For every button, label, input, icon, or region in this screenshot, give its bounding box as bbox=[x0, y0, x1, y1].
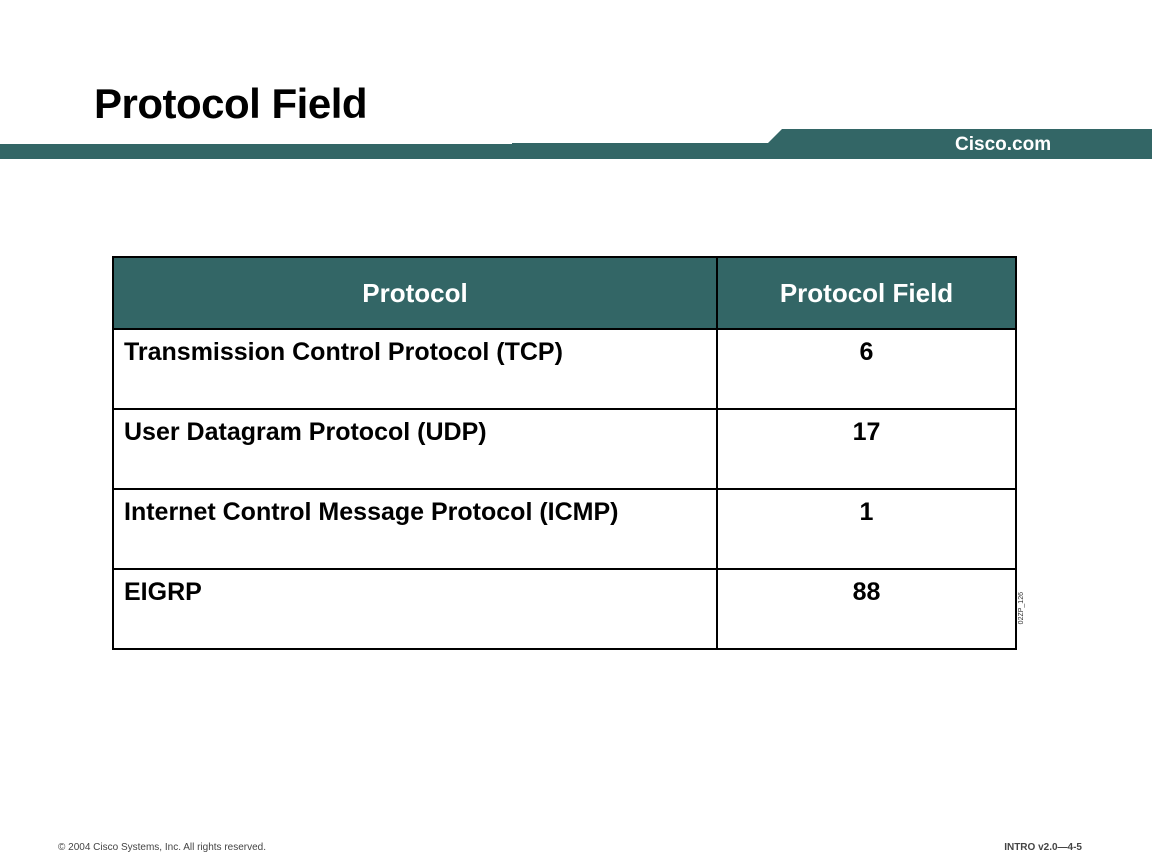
protocol-cell: Internet Control Message Protocol (ICMP) bbox=[112, 488, 718, 570]
table-row: EIGRP 88 bbox=[112, 568, 1017, 650]
protocol-cell: User Datagram Protocol (UDP) bbox=[112, 408, 718, 490]
table-row: User Datagram Protocol (UDP) 17 bbox=[112, 408, 1017, 490]
header-protocol: Protocol bbox=[112, 256, 718, 330]
header-bar bbox=[0, 129, 1152, 159]
copyright-footer: © 2004 Cisco Systems, Inc. All rights re… bbox=[58, 842, 267, 853]
protocol-cell: Transmission Control Protocol (TCP) bbox=[112, 328, 718, 410]
header-protocol-field: Protocol Field bbox=[716, 256, 1017, 330]
field-value-cell: 1 bbox=[716, 488, 1017, 570]
slide-code: 02ZP_126 bbox=[1018, 592, 1025, 625]
protocol-cell: EIGRP bbox=[112, 568, 718, 650]
slide-title: Protocol Field bbox=[94, 80, 368, 127]
field-value-cell: 6 bbox=[716, 328, 1017, 410]
table-row: Transmission Control Protocol (TCP) 6 bbox=[112, 328, 1017, 410]
table-header-row: Protocol Protocol Field bbox=[112, 256, 1017, 330]
protocol-table: Protocol Protocol Field Transmission Con… bbox=[112, 256, 1017, 650]
course-footer: INTRO v2.0—4-5 bbox=[1004, 842, 1082, 853]
field-value-cell: 88 bbox=[716, 568, 1017, 650]
field-value-cell: 17 bbox=[716, 408, 1017, 490]
cisco-com-logo: Cisco.com bbox=[955, 134, 1052, 155]
table-row: Internet Control Message Protocol (ICMP)… bbox=[112, 488, 1017, 570]
